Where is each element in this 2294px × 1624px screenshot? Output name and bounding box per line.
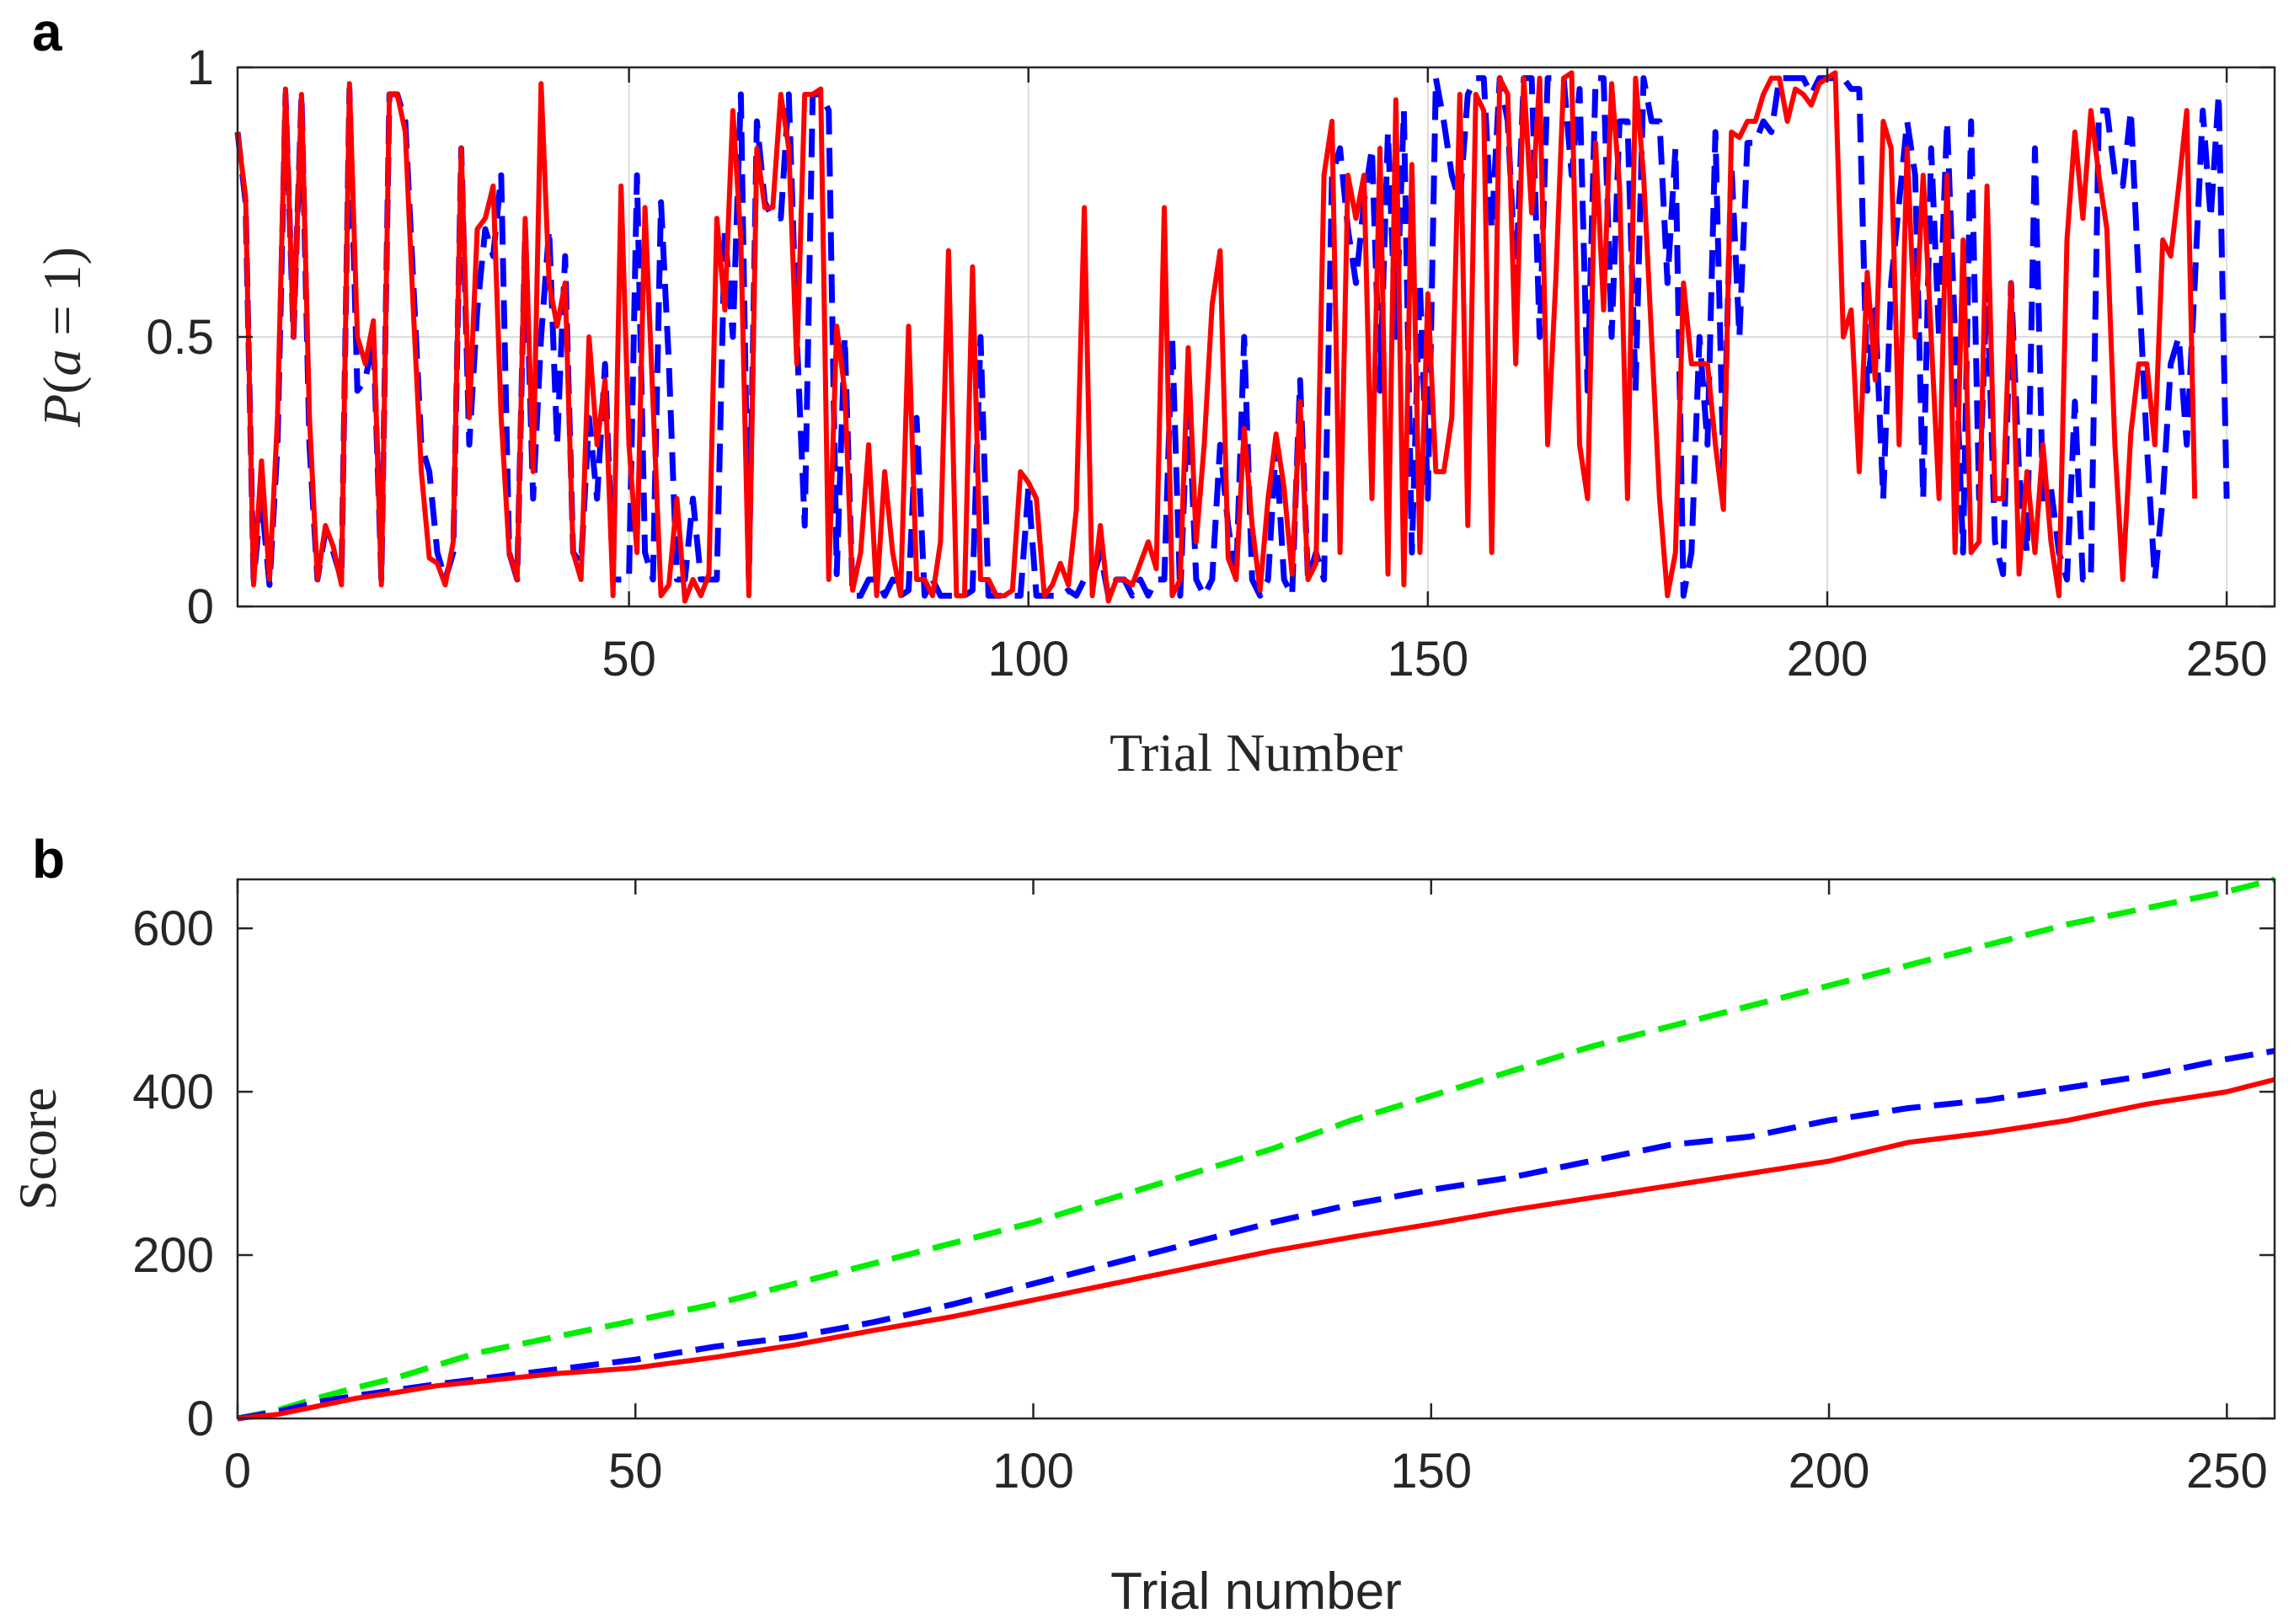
panel-a-x-tick-label-3: 200 (1787, 632, 1869, 686)
panel-b-x-tick-label-1: 50 (608, 1444, 663, 1498)
panel-b-x-tick-label-3: 150 (1390, 1444, 1472, 1498)
panel-b-x-tick-label-2: 100 (992, 1444, 1074, 1498)
panel-a-x-tick-label-4: 250 (2186, 632, 2268, 686)
panel-a-y-ticks: 00.51 (146, 40, 2275, 634)
panel-b-series (237, 876, 2275, 1422)
panel-a-x-ticks: 50 100 150 200 250 (602, 67, 2267, 686)
panel-b-x-ticks: 0 50 100 150 200 250 (224, 879, 2268, 1498)
panel-a-x-tick-label-0: 50 (602, 632, 656, 686)
panel-b-y-tick-label-2: 400 (132, 1065, 214, 1119)
panel-b-x-tick-label-0: 0 (224, 1444, 251, 1498)
panel-b-y-tick-label-1: 200 (132, 1228, 214, 1283)
panel-a-y-tick-label-1: 0.5 (146, 310, 214, 365)
panel-b-series-0-line (237, 876, 2275, 1422)
panel-b-series-2-line (237, 1076, 2275, 1421)
panel-b-y-tick-label-0: 0 (187, 1392, 214, 1446)
panel-a-x-tick-label-1: 100 (987, 632, 1069, 686)
panel-b-y-tick-label-3: 600 (132, 901, 214, 956)
panel-a-y-tick-label-2: 1 (187, 40, 214, 95)
panel-a-y-axis-label: P(a = 1) (32, 247, 92, 428)
y-label-open-paren: ( (32, 377, 92, 394)
panel-b-y-ticks: 0 200 400 600 (132, 901, 2275, 1446)
y-label-a: a (32, 350, 92, 377)
panel-a-x-axis-label: Trial Number (1110, 723, 1403, 783)
panel-a-label: a (32, 2, 62, 62)
panel-b: b 0 50 100 150 200 250 0 200 400 600 Trial numbe… (8, 829, 2276, 1621)
panel-b-x-tick-label-4: 200 (1789, 1444, 1870, 1498)
panel-b-x-tick-label-5: 250 (2186, 1444, 2268, 1498)
panel-a: a 50 100 150 200 250 00.51 Trial Number P(a … (32, 2, 2276, 783)
panel-a-series (234, 70, 2230, 604)
panel-a-series-1-line (235, 70, 2198, 604)
y-label-p: P (32, 394, 92, 428)
panel-b-series-1-line (237, 1048, 2275, 1422)
y-label-rest: = 1) (32, 247, 92, 349)
panel-a-y-tick-label-0: 0 (187, 580, 214, 634)
panel-a-x-tick-label-2: 150 (1387, 632, 1468, 686)
panel-b-x-axis-label: Trial number (1110, 1563, 1402, 1621)
panel-b-label: b (32, 829, 65, 889)
panel-b-y-axis-label: Score (8, 1087, 67, 1210)
panel-b-plot-frame (236, 878, 2276, 1420)
